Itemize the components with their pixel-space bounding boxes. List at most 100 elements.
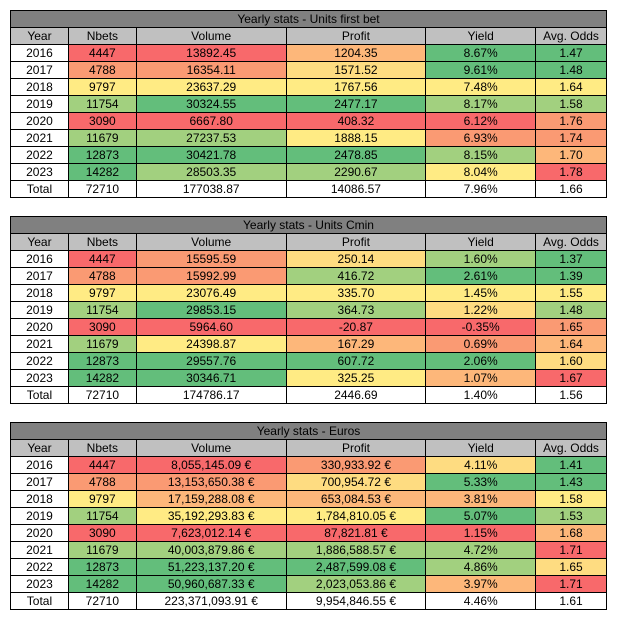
stats-table-1: Yearly stats - Units CminYearNbetsVolume… <box>10 216 607 404</box>
cell-volume: 24398.87 <box>136 336 286 353</box>
table-title: Yearly stats - Units first bet <box>11 11 607 28</box>
cell-year: 2016 <box>11 45 69 62</box>
cell-total-odds: 1.66 <box>536 181 607 198</box>
cell-year: 2022 <box>11 559 69 576</box>
cell-total-odds: 1.61 <box>536 593 607 610</box>
col-header: Avg. Odds <box>536 440 607 457</box>
cell-volume: 7,623,012.14 € <box>136 525 286 542</box>
cell-profit: 2,487,599.08 € <box>286 559 426 576</box>
cell-odds: 1.47 <box>536 45 607 62</box>
cell-year: 2023 <box>11 576 69 593</box>
col-header: Yield <box>426 234 536 251</box>
cell-total-nbets: 72710 <box>68 181 136 198</box>
cell-odds: 1.37 <box>536 251 607 268</box>
table-row: 20211167927237.531888.156.93%1.74 <box>11 130 607 147</box>
cell-yield: 6.93% <box>426 130 536 147</box>
cell-yield: 1.07% <box>426 370 536 387</box>
cell-total-nbets: 72710 <box>68 593 136 610</box>
cell-year: 2023 <box>11 370 69 387</box>
cell-odds: 1.71 <box>536 542 607 559</box>
cell-nbets: 14282 <box>68 576 136 593</box>
col-header: Year <box>11 234 69 251</box>
cell-volume: 30421.78 <box>136 147 286 164</box>
table-row: 20231428228503.352290.678.04%1.78 <box>11 164 607 181</box>
col-header: Year <box>11 440 69 457</box>
cell-volume: 28503.35 <box>136 164 286 181</box>
table-row: 20191175435,192,293.83 €1,784,810.05 €5.… <box>11 508 607 525</box>
cell-odds: 1.41 <box>536 457 607 474</box>
table-row: 20191175430324.552477.178.17%1.58 <box>11 96 607 113</box>
cell-nbets: 4447 <box>68 457 136 474</box>
col-header: Avg. Odds <box>536 234 607 251</box>
cell-nbets: 14282 <box>68 370 136 387</box>
cell-profit: 1888.15 <box>286 130 426 147</box>
cell-yield: 8.04% <box>426 164 536 181</box>
cell-odds: 1.53 <box>536 508 607 525</box>
stats-table-0: Yearly stats - Units first betYearNbetsV… <box>10 10 607 198</box>
cell-profit: 408.32 <box>286 113 426 130</box>
col-header: Nbets <box>68 440 136 457</box>
table-row: 2017478816354.111571.529.61%1.48 <box>11 62 607 79</box>
table-title: Yearly stats - Units Cmin <box>11 217 607 234</box>
cell-year: 2022 <box>11 147 69 164</box>
cell-nbets: 12873 <box>68 353 136 370</box>
cell-odds: 1.67 <box>536 370 607 387</box>
total-row: Total72710177038.8714086.577.96%1.66 <box>11 181 607 198</box>
cell-volume: 5964.60 <box>136 319 286 336</box>
cell-profit: 416.72 <box>286 268 426 285</box>
cell-year: 2019 <box>11 508 69 525</box>
cell-yield: 9.61% <box>426 62 536 79</box>
cell-volume: 13892.45 <box>136 45 286 62</box>
cell-year: 2022 <box>11 353 69 370</box>
cell-year: 2021 <box>11 542 69 559</box>
col-header: Year <box>11 28 69 45</box>
cell-nbets: 3090 <box>68 525 136 542</box>
cell-yield: 4.72% <box>426 542 536 559</box>
table-row: 2018979717,159,288.08 €653,084.53 €3.81%… <box>11 491 607 508</box>
col-header: Avg. Odds <box>536 28 607 45</box>
cell-odds: 1.43 <box>536 474 607 491</box>
cell-yield: 6.12% <box>426 113 536 130</box>
cell-yield: 1.15% <box>426 525 536 542</box>
cell-nbets: 9797 <box>68 79 136 96</box>
cell-total-nbets: 72710 <box>68 387 136 404</box>
cell-odds: 1.68 <box>536 525 607 542</box>
cell-year: 2019 <box>11 96 69 113</box>
cell-yield: 3.81% <box>426 491 536 508</box>
cell-year: 2017 <box>11 474 69 491</box>
cell-total-yield: 4.46% <box>426 593 536 610</box>
cell-yield: 2.06% <box>426 353 536 370</box>
cell-profit: 1,784,810.05 € <box>286 508 426 525</box>
cell-total-yield: 7.96% <box>426 181 536 198</box>
cell-nbets: 3090 <box>68 113 136 130</box>
cell-yield: -0.35% <box>426 319 536 336</box>
cell-profit: 1204.35 <box>286 45 426 62</box>
cell-profit: 2478.85 <box>286 147 426 164</box>
cell-year: 2020 <box>11 113 69 130</box>
cell-profit: 2,023,053.86 € <box>286 576 426 593</box>
cell-volume: 8,055,145.09 € <box>136 457 286 474</box>
cell-odds: 1.58 <box>536 491 607 508</box>
table-row: 20231428230346.71325.251.07%1.67 <box>11 370 607 387</box>
cell-profit: 330,933.92 € <box>286 457 426 474</box>
cell-profit: 1,886,588.57 € <box>286 542 426 559</box>
cell-yield: 8.17% <box>426 96 536 113</box>
cell-yield: 1.22% <box>426 302 536 319</box>
col-header: Profit <box>286 234 426 251</box>
col-header: Nbets <box>68 28 136 45</box>
cell-volume: 30346.71 <box>136 370 286 387</box>
cell-total-label: Total <box>11 593 69 610</box>
cell-year: 2021 <box>11 336 69 353</box>
cell-yield: 5.33% <box>426 474 536 491</box>
cell-year: 2023 <box>11 164 69 181</box>
cell-profit: 167.29 <box>286 336 426 353</box>
col-header: Volume <box>136 440 286 457</box>
cell-profit: 87,821.81 € <box>286 525 426 542</box>
col-header: Volume <box>136 234 286 251</box>
total-row: Total72710223,371,093.91 €9,954,846.55 €… <box>11 593 607 610</box>
cell-nbets: 11679 <box>68 542 136 559</box>
table-row: 20221287351,223,137.20 €2,487,599.08 €4.… <box>11 559 607 576</box>
cell-yield: 3.97% <box>426 576 536 593</box>
cell-nbets: 11754 <box>68 302 136 319</box>
table-row: 2016444713892.451204.358.67%1.47 <box>11 45 607 62</box>
